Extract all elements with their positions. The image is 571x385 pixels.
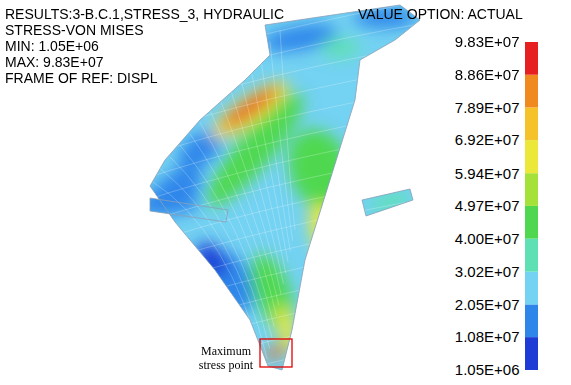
svg-text:4.00E+07: 4.00E+07 (455, 230, 520, 247)
svg-text:2.05E+07: 2.05E+07 (455, 296, 520, 313)
svg-text:4.97E+07: 4.97E+07 (455, 197, 520, 214)
html-text:MIN: 1.05E+06: MIN: 1.05E+06 (5, 38, 99, 54)
html-text:RESULTS:3-B.C.1,STRESS_3, HYDR: RESULTS:3-B.C.1,STRESS_3, HYDRAULIC (5, 6, 284, 22)
html-text:STRESS-VON MISES: STRESS-VON MISES (5, 22, 144, 38)
html-text:FRAME OF REF: DISPL: FRAME OF REF: DISPL (5, 70, 158, 86)
svg-text:8.86E+07: 8.86E+07 (455, 66, 520, 83)
svg-text:3.02E+07: 3.02E+07 (455, 263, 520, 280)
html-text:MAX: 9.83E+07: MAX: 9.83E+07 (5, 54, 104, 70)
svg-text:1.05E+06: 1.05E+06 (455, 361, 520, 378)
svg-text:9.83E+07: 9.83E+07 (455, 33, 520, 50)
svg-text:Maximumstress point: Maximumstress point (199, 344, 254, 372)
svg-text:5.94E+07: 5.94E+07 (455, 165, 520, 182)
html-text:VALUE OPTION: ACTUAL: VALUE OPTION: ACTUAL (358, 6, 523, 22)
svg-text:1.08E+07: 1.08E+07 (455, 328, 520, 345)
svg-text:6.92E+07: 6.92E+07 (455, 131, 520, 148)
svg-text:7.89E+07: 7.89E+07 (455, 99, 520, 116)
